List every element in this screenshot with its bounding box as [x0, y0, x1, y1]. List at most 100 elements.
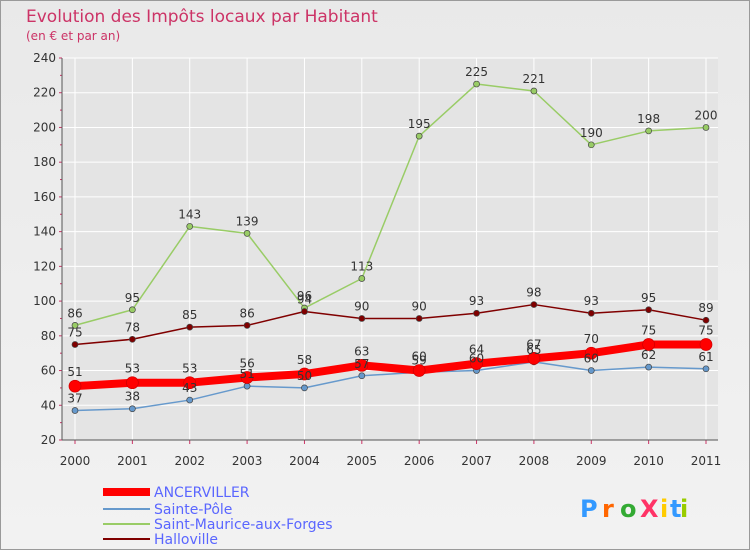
series-line-2	[74, 83, 707, 327]
data-label: 63	[354, 344, 369, 358]
data-point	[243, 382, 251, 390]
chart-subtitle: (en € et par an)	[26, 29, 120, 43]
plot-area	[62, 58, 718, 440]
data-label: 113	[350, 260, 373, 274]
data-label: 64	[469, 343, 484, 357]
x-tick-label: 2011	[691, 454, 722, 468]
logo-letter: r	[602, 495, 614, 523]
data-label: 95	[641, 291, 656, 305]
data-point	[358, 315, 366, 322]
data-label: 56	[239, 356, 254, 370]
data-label: 75	[698, 324, 713, 338]
logo-letter: o	[620, 495, 637, 523]
data-label: 85	[182, 308, 197, 322]
data-label: 89	[698, 301, 713, 315]
data-point	[645, 306, 652, 314]
data-point	[243, 322, 251, 329]
data-label: 98	[526, 286, 541, 300]
data-point	[530, 87, 538, 95]
data-label: 50	[297, 369, 312, 383]
data-label: 38	[125, 390, 140, 404]
y-tick-label: 200	[33, 120, 56, 134]
grid-lines	[62, 57, 718, 441]
data-label: 90	[412, 299, 427, 313]
data-point	[298, 367, 311, 381]
data-point	[129, 335, 136, 343]
data-label: 53	[125, 362, 140, 376]
legend-label: Halloville	[154, 532, 218, 548]
data-label: 143	[178, 207, 201, 221]
data-point	[71, 322, 79, 329]
x-tick-label: 2001	[117, 454, 148, 468]
data-point	[702, 316, 710, 324]
data-point	[587, 309, 595, 317]
data-label: 95	[125, 291, 140, 305]
data-point	[68, 379, 82, 393]
data-point	[183, 376, 197, 390]
x-tick-label: 2009	[576, 454, 607, 468]
y-tick-label: 100	[33, 294, 56, 308]
data-point	[587, 367, 595, 374]
x-tick-label: 2002	[174, 454, 205, 468]
data-point	[473, 80, 480, 88]
data-label: 86	[239, 306, 254, 320]
y-tick-label: 80	[41, 329, 56, 343]
data-label: 61	[698, 350, 713, 364]
data-point	[355, 358, 369, 372]
data-label: 51	[239, 367, 254, 381]
data-label: 59	[412, 353, 427, 367]
data-point	[126, 376, 139, 390]
data-label: 190	[580, 126, 603, 140]
x-tick-label: 2003	[232, 454, 263, 468]
data-label: 94	[297, 293, 312, 307]
y-tick-label: 60	[41, 364, 56, 378]
legend: ANCERVILLERSainte-PôleSaint-Maurice-aux-…	[103, 485, 333, 548]
data-label: 53	[182, 362, 197, 376]
data-label: 70	[584, 332, 599, 346]
data-point	[71, 407, 79, 414]
y-tick-label: 20	[41, 433, 56, 447]
data-point	[470, 357, 483, 370]
data-point	[243, 230, 251, 237]
data-point	[702, 365, 710, 373]
y-tick-label: 140	[33, 225, 56, 239]
data-label: 93	[584, 294, 599, 308]
data-point	[358, 372, 366, 380]
series-lines	[68, 80, 713, 414]
data-label: 58	[297, 353, 312, 367]
data-label: 37	[67, 391, 82, 405]
data-label: 60	[584, 352, 599, 366]
data-point	[301, 308, 308, 315]
data-label: 225	[465, 65, 488, 79]
data-point	[699, 338, 713, 351]
data-label: 139	[236, 214, 259, 228]
data-label: 200	[695, 108, 718, 122]
data-point	[645, 363, 652, 371]
data-label: 60	[469, 352, 484, 366]
data-label: 86	[67, 306, 82, 320]
data-label: 195	[408, 117, 431, 131]
data-label: 90	[354, 299, 369, 313]
y-tick-label: 160	[33, 190, 56, 204]
x-tick-label: 2000	[60, 454, 91, 468]
data-label: 65	[526, 343, 541, 357]
legend-label: Saint-Maurice-aux-Forges	[154, 517, 333, 533]
x-tick-label: 2004	[289, 454, 320, 468]
chart-title: Evolution des Impôts locaux par Habitant	[26, 7, 378, 27]
x-tick-label: 2010	[633, 454, 664, 468]
y-tick-label: 40	[41, 398, 56, 412]
data-label: 43	[182, 381, 197, 395]
data-point	[642, 338, 655, 351]
y-tick-label: 220	[33, 86, 56, 100]
data-label: 96	[297, 289, 312, 303]
data-point	[584, 346, 598, 360]
plot-background	[62, 58, 718, 440]
x-tick-label: 2005	[347, 454, 378, 468]
data-label: 51	[67, 365, 82, 379]
x-tick-label: 2006	[404, 454, 435, 468]
data-point	[645, 127, 652, 135]
series-line-3	[74, 303, 707, 346]
